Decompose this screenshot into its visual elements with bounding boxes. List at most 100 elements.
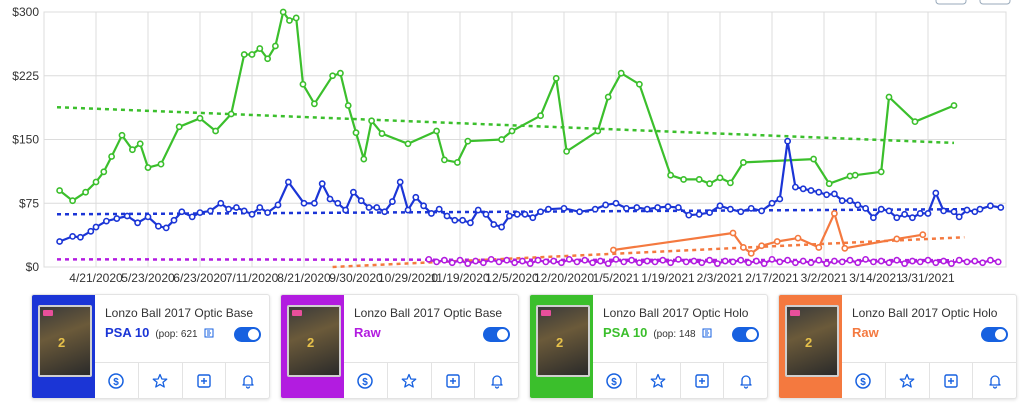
- add-button[interactable]: [930, 363, 974, 398]
- add-button[interactable]: [183, 363, 227, 398]
- toggle-knob: [497, 329, 508, 340]
- data-point: [940, 257, 947, 265]
- data-point: [893, 256, 901, 264]
- external-link-icon[interactable]: [702, 328, 712, 338]
- population-label: (pop: 148: [653, 329, 696, 340]
- visibility-toggle[interactable]: [234, 327, 261, 342]
- toggle-knob: [248, 329, 259, 340]
- plus-square-icon: [445, 373, 461, 389]
- data-point: [342, 206, 349, 214]
- x-tick-label: 2/17/2021: [745, 271, 799, 285]
- card-title: Lonzo Ball 2017 Optic Holo: [603, 306, 749, 320]
- data-point: [963, 258, 971, 266]
- data-point: [682, 258, 690, 266]
- data-point: [344, 102, 352, 109]
- card-image[interactable]: 2: [785, 305, 839, 377]
- card-actions: $: [95, 362, 269, 398]
- axis-ticks: $0 $75 $150 $225 $300 4/21/20205/23/20206/23/…: [12, 5, 955, 285]
- data-point: [794, 234, 802, 242]
- card-item[interactable]: 2 Lonzo Ball 2017 Optic Base PSA 10 (pop:…: [31, 294, 270, 399]
- data-point: [300, 199, 308, 207]
- data-point: [602, 201, 609, 209]
- data-point: [448, 259, 456, 267]
- data-point: [799, 185, 807, 193]
- data-point: [508, 127, 516, 135]
- y-tick-label: $225: [12, 69, 39, 83]
- data-point: [360, 155, 368, 163]
- data-point: [651, 258, 659, 266]
- data-point: [113, 215, 121, 222]
- grade-label: Raw: [852, 325, 879, 340]
- card-image[interactable]: 2: [536, 305, 590, 377]
- data-point: [144, 164, 152, 171]
- data-point: [815, 256, 823, 264]
- data-point: [784, 256, 791, 264]
- data-point: [420, 202, 427, 210]
- data-point: [451, 216, 459, 224]
- price-button[interactable]: $: [842, 363, 886, 398]
- data-point: [776, 258, 784, 266]
- data-point: [581, 256, 589, 264]
- card-item[interactable]: 2 Lonzo Ball 2017 Optic Holo PSA 10 (pop:…: [529, 294, 768, 399]
- price-button[interactable]: $: [95, 363, 139, 398]
- card-item[interactable]: 2 Lonzo Ball 2017 Optic Holo Raw $: [778, 294, 1017, 399]
- data-point: [810, 155, 817, 163]
- data-point: [443, 212, 451, 220]
- toggle-knob: [995, 329, 1006, 340]
- alert-button[interactable]: [973, 363, 1016, 398]
- x-tick-label: 8/21/2020: [277, 271, 331, 285]
- data-point: [82, 188, 89, 196]
- data-point: [542, 258, 550, 266]
- data-point: [123, 212, 131, 220]
- data-point: [526, 260, 534, 267]
- data-point: [511, 259, 518, 267]
- data-point: [893, 214, 901, 222]
- top-right-controls[interactable]: [935, 0, 1011, 5]
- data-point: [498, 136, 505, 143]
- data-point: [877, 205, 885, 213]
- card-image[interactable]: 2: [287, 305, 341, 377]
- price-button[interactable]: $: [344, 363, 388, 398]
- favorite-button[interactable]: [637, 363, 681, 398]
- data-point: [745, 259, 752, 267]
- data-point: [987, 202, 994, 210]
- data-point: [534, 256, 542, 264]
- favorite-button[interactable]: [388, 363, 432, 398]
- data-point: [154, 222, 162, 230]
- data-point: [474, 206, 482, 214]
- data-point: [274, 201, 282, 209]
- data-point: [846, 172, 854, 180]
- price-button[interactable]: $: [593, 363, 637, 398]
- external-link-icon[interactable]: [204, 328, 214, 338]
- add-button[interactable]: [681, 363, 725, 398]
- data-point: [994, 258, 1002, 266]
- card-title: Lonzo Ball 2017 Optic Base: [105, 306, 254, 320]
- favorite-button[interactable]: [139, 363, 183, 398]
- data-point: [373, 204, 381, 211]
- data-point: [706, 256, 713, 264]
- visibility-toggle[interactable]: [483, 327, 510, 342]
- data-point: [854, 259, 862, 267]
- data-point: [537, 112, 544, 120]
- visibility-toggle[interactable]: [981, 327, 1008, 342]
- data-point: [162, 224, 170, 232]
- alert-button[interactable]: [724, 363, 767, 398]
- card-image[interactable]: 2: [38, 305, 92, 377]
- alert-button[interactable]: [475, 363, 518, 398]
- data-point: [256, 204, 264, 211]
- data-point: [365, 204, 373, 211]
- data-point: [248, 51, 256, 58]
- series-line: [59, 140, 1001, 243]
- grade-row: PSA 10 (pop: 148: [603, 325, 712, 340]
- data-point: [825, 180, 833, 188]
- data-point: [232, 204, 240, 211]
- add-button[interactable]: [432, 363, 476, 398]
- x-tick-label: 1/19/2021: [641, 271, 695, 285]
- alert-button[interactable]: [226, 363, 269, 398]
- visibility-toggle[interactable]: [732, 327, 759, 342]
- toggle-knob: [746, 329, 757, 340]
- favorite-button[interactable]: [886, 363, 930, 398]
- data-point: [227, 110, 235, 118]
- data-point: [690, 257, 698, 265]
- card-item[interactable]: 2 Lonzo Ball 2017 Optic Base Raw $: [280, 294, 519, 399]
